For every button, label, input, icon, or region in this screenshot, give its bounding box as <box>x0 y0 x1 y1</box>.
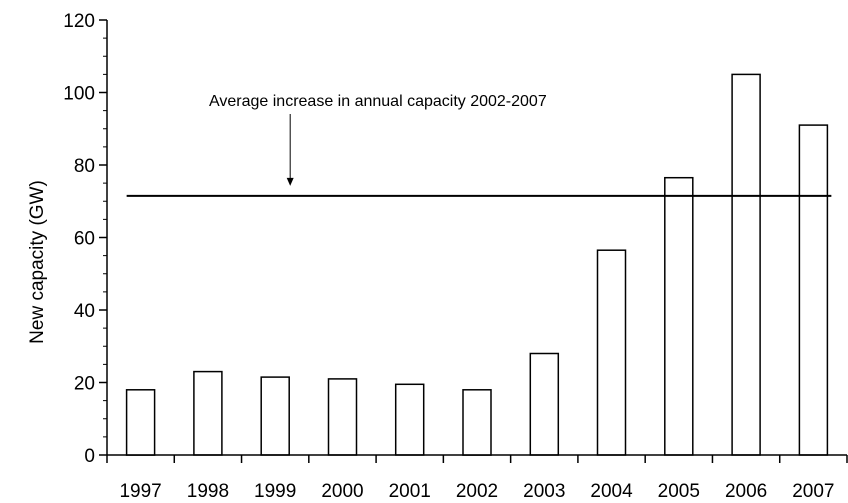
y-tick-label-100: 100 <box>63 84 95 105</box>
x-tick-label-2007: 2007 <box>792 481 834 502</box>
y-tick-label-0: 0 <box>84 446 95 467</box>
x-tick-label-2003: 2003 <box>523 481 565 502</box>
x-tick-label-1999: 1999 <box>254 481 296 502</box>
x-tick-label-2006: 2006 <box>725 481 767 502</box>
bar-1998 <box>193 370 223 456</box>
bar-2004 <box>596 249 627 456</box>
x-tick-label-2005: 2005 <box>658 481 700 502</box>
bar-2000 <box>327 378 358 456</box>
y-tick-label-40: 40 <box>74 301 95 322</box>
bar-2003 <box>529 352 560 456</box>
bar-2005 <box>664 176 694 456</box>
bar-2006 <box>731 73 761 456</box>
x-tick-label-1997: 1997 <box>119 481 161 502</box>
y-axis-title: New capacity (GW) <box>27 180 48 344</box>
y-tick-label-80: 80 <box>74 156 95 177</box>
x-tick-label-2000: 2000 <box>321 481 363 502</box>
bar-2007 <box>798 124 829 456</box>
bar-2001 <box>394 383 425 456</box>
bar-1999 <box>260 376 290 456</box>
y-tick-label-120: 120 <box>63 11 95 32</box>
plot-area: 0 20 40 60 80 100 120 1997 1998 1999 2000 2001 2002 2… <box>63 11 848 502</box>
y-tick-label-20: 20 <box>74 374 95 395</box>
bar-2002 <box>462 389 492 456</box>
x-tick-label-1998: 1998 <box>187 481 229 502</box>
x-tick-label-2004: 2004 <box>590 481 633 502</box>
annotation-text: Average increase in annual capacity 2002… <box>209 93 547 110</box>
annotation-arrow-head <box>286 177 294 186</box>
y-tick-label-60: 60 <box>74 229 95 250</box>
x-tick-label-2001: 2001 <box>389 481 431 502</box>
x-tick-label-2002: 2002 <box>456 481 498 502</box>
bar-1997 <box>125 389 156 456</box>
